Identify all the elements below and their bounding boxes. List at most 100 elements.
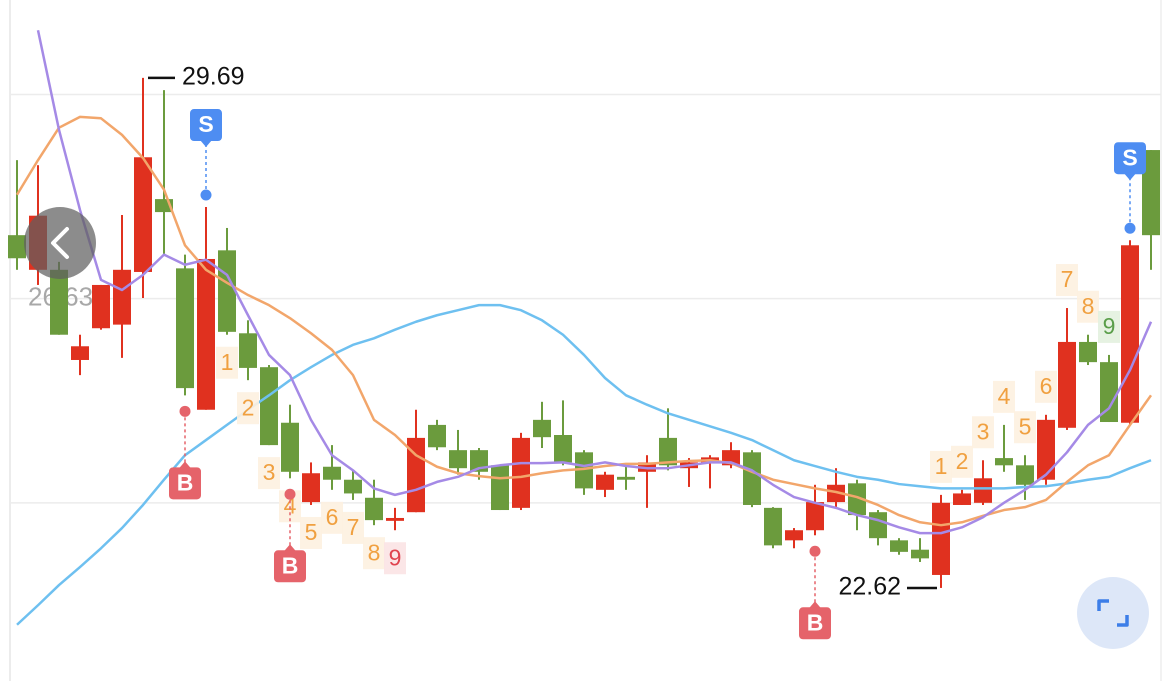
- candle-body: [890, 540, 908, 552]
- count-bg: [1014, 411, 1036, 444]
- candle-body: [449, 450, 467, 469]
- signal-dot: [809, 545, 821, 557]
- candle-body: [1121, 245, 1139, 423]
- candle-body: [932, 502, 950, 575]
- signal-badge: [190, 109, 222, 142]
- candle-body: [1058, 341, 1076, 428]
- count-bg: [951, 445, 973, 478]
- candle-body: [218, 250, 236, 332]
- ma-line: [15, 115, 1153, 527]
- candle-body: [806, 502, 824, 531]
- setup-count: 4: [284, 492, 297, 518]
- candle-body: [239, 333, 257, 368]
- candle-body: [1100, 362, 1118, 423]
- signal-label: B: [282, 552, 299, 578]
- candle-body: [659, 437, 677, 466]
- setup-count: 8: [368, 539, 381, 565]
- count-bg: [363, 537, 385, 570]
- count-bg: [300, 516, 322, 549]
- setup-count: 7: [347, 514, 360, 540]
- candle-body: [1079, 341, 1097, 363]
- candle-body: [344, 479, 362, 494]
- fullscreen-icon: [1097, 599, 1109, 611]
- candle-body: [92, 284, 110, 329]
- candle-body: [302, 473, 320, 503]
- signal-badge: [1114, 142, 1146, 175]
- ma-line: [16, 303, 1152, 626]
- candle-body: [281, 422, 299, 472]
- count-bg: [1098, 310, 1120, 343]
- count-bg: [1056, 264, 1078, 297]
- signal-dot: [1124, 222, 1136, 234]
- count-bg: [384, 542, 406, 575]
- setup-count: 3: [263, 459, 276, 485]
- candle-body: [365, 497, 383, 521]
- fullscreen-button[interactable]: [1077, 577, 1149, 649]
- candle-body: [134, 157, 152, 272]
- signal-pointer: [284, 544, 296, 552]
- signal-pointer: [1124, 173, 1136, 181]
- candle-body: [197, 258, 215, 410]
- count-bg: [972, 416, 994, 449]
- candle-body: [71, 346, 89, 360]
- setup-count: 9: [389, 544, 402, 570]
- candle-body: [554, 435, 572, 463]
- candle-body: [113, 269, 131, 325]
- back-button[interactable]: [24, 207, 96, 279]
- signal-dot: [284, 488, 296, 500]
- setup-count: 2: [242, 394, 255, 420]
- candle-layer: [8, 77, 1160, 588]
- signal-dot: [200, 189, 212, 201]
- back-button-bg: [24, 207, 96, 279]
- signal-pointer: [200, 140, 212, 148]
- candle-body: [575, 452, 593, 489]
- candle-body: [176, 268, 194, 389]
- signal-label: S: [1122, 144, 1137, 170]
- candle-body: [8, 235, 26, 259]
- setup-count: 2: [956, 448, 969, 474]
- setup-count: 6: [326, 504, 339, 530]
- candle-body: [743, 452, 761, 505]
- setup-count: 3: [977, 418, 990, 444]
- fullscreen-icon: [1117, 615, 1129, 627]
- ma-line: [36, 30, 1153, 535]
- candle-body: [386, 517, 404, 521]
- setup-count: 4: [998, 383, 1011, 409]
- candle-body: [911, 549, 929, 559]
- setup-count: 1: [935, 453, 948, 479]
- candle-body: [512, 437, 530, 508]
- signal-dot: [179, 405, 191, 417]
- back-icon: [51, 227, 69, 259]
- line-layer: [15, 30, 1153, 626]
- signal-label: B: [177, 469, 194, 495]
- count-bg: [993, 380, 1015, 413]
- candle-body: [995, 458, 1013, 466]
- candle-body: [596, 474, 614, 490]
- candle-body: [827, 484, 845, 503]
- signal-label: S: [198, 111, 213, 137]
- setup-count: 7: [1061, 266, 1074, 292]
- candle-body: [785, 530, 803, 541]
- signal-label: B: [807, 609, 824, 635]
- candle-body: [260, 367, 278, 446]
- count-bg: [342, 511, 364, 544]
- candle-body: [1142, 150, 1160, 236]
- setup-count: 9: [1103, 313, 1116, 339]
- candle-body: [1016, 465, 1034, 485]
- candle-body: [323, 466, 341, 480]
- candle-body: [974, 478, 992, 503]
- candle-body: [491, 465, 509, 511]
- count-bg: [1035, 370, 1057, 403]
- count-bg: [1077, 290, 1099, 323]
- candle-body: [1037, 419, 1055, 480]
- setup-count: 8: [1082, 293, 1095, 319]
- signal-badge: [274, 550, 306, 583]
- count-bg: [258, 457, 280, 490]
- signal-badge: [169, 467, 201, 500]
- count-bg: [930, 450, 952, 483]
- signal-pointer: [809, 601, 821, 609]
- setup-count: 6: [1040, 373, 1053, 399]
